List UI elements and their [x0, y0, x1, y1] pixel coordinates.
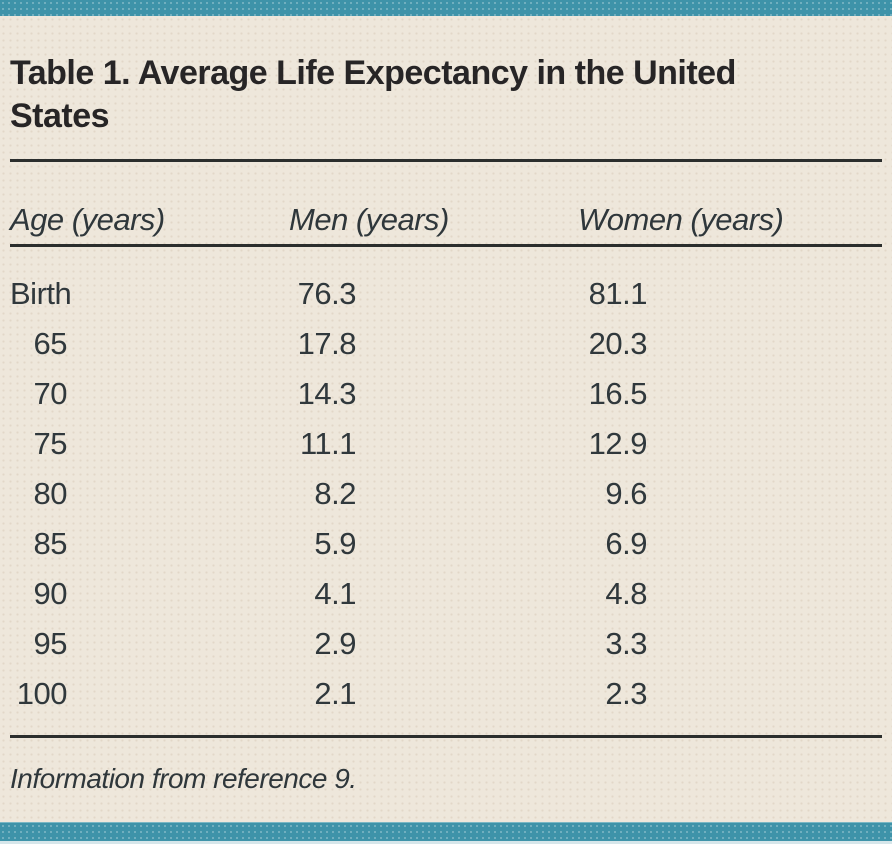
table-row: 70 14.3 16.5: [10, 377, 882, 427]
table-content-area: Table 1. Average Life Expectancy in the …: [0, 16, 892, 822]
cell-age: 65: [33, 326, 68, 361]
cell-age: 75: [33, 426, 68, 461]
cell-men-value: 4.1: [314, 576, 356, 611]
cell-age: 90: [33, 576, 68, 611]
cell-men-value: 2.1: [314, 676, 356, 711]
cell-women-value: 2.3: [605, 676, 647, 711]
table-header-row: Age (years) Men (years) Women (years): [10, 202, 882, 237]
cell-women-value: 3.3: [605, 626, 647, 661]
table-row: 100 2.1 2.3: [10, 677, 882, 727]
table-row: 90 4.1 4.8: [10, 577, 882, 627]
cell-men-value: 76.3: [297, 276, 357, 311]
table-footnote: Information from reference 9.: [10, 763, 357, 794]
cell-women-value: 16.5: [588, 376, 648, 411]
cell-women-value: 20.3: [588, 326, 648, 361]
table-row: Birth 76.3 81.1: [10, 277, 882, 327]
column-header-age: Age (years): [10, 202, 165, 237]
title-divider: [10, 159, 882, 162]
cell-women-value: 9.6: [605, 476, 647, 511]
table-title: Table 1. Average Life Expectancy in the …: [10, 54, 736, 135]
cell-men-value: 11.1: [299, 426, 357, 461]
cell-age: 100: [16, 676, 68, 711]
bottom-edge-strip: [0, 841, 892, 844]
cell-women-value: 4.8: [605, 576, 647, 611]
cell-men-value: 17.8: [297, 326, 357, 361]
cell-women-value: 81.1: [588, 276, 648, 311]
table-row: 95 2.9 3.3: [10, 627, 882, 677]
cell-women-value: 12.9: [588, 426, 648, 461]
cell-age: 85: [33, 526, 68, 561]
cell-men-value: 5.9: [314, 526, 356, 561]
cell-men-value: 2.9: [314, 626, 356, 661]
column-header-women: Women (years): [578, 202, 784, 237]
cell-age: 80: [33, 476, 68, 511]
cell-women-value: 6.9: [605, 526, 647, 561]
cell-age: Birth: [10, 276, 72, 311]
table-row: 65 17.8 20.3: [10, 327, 882, 377]
cell-age: 70: [33, 376, 68, 411]
table-body: Birth 76.3 81.1 65 17.8 20.3 70 14.3 16.5 75 11.1 1…: [10, 277, 882, 727]
table-row: 80 8.2 9.6: [10, 477, 882, 527]
header-divider: [10, 244, 882, 247]
cell-age: 95: [33, 626, 68, 661]
top-accent-bar: [0, 0, 892, 16]
bottom-accent-bar: [0, 822, 892, 841]
cell-men-value: 14.3: [297, 376, 357, 411]
footer-divider: [10, 735, 882, 738]
table-row: 75 11.1 12.9: [10, 427, 882, 477]
cell-men-value: 8.2: [314, 476, 356, 511]
column-header-men: Men (years): [289, 202, 449, 237]
table-row: 85 5.9 6.9: [10, 527, 882, 577]
